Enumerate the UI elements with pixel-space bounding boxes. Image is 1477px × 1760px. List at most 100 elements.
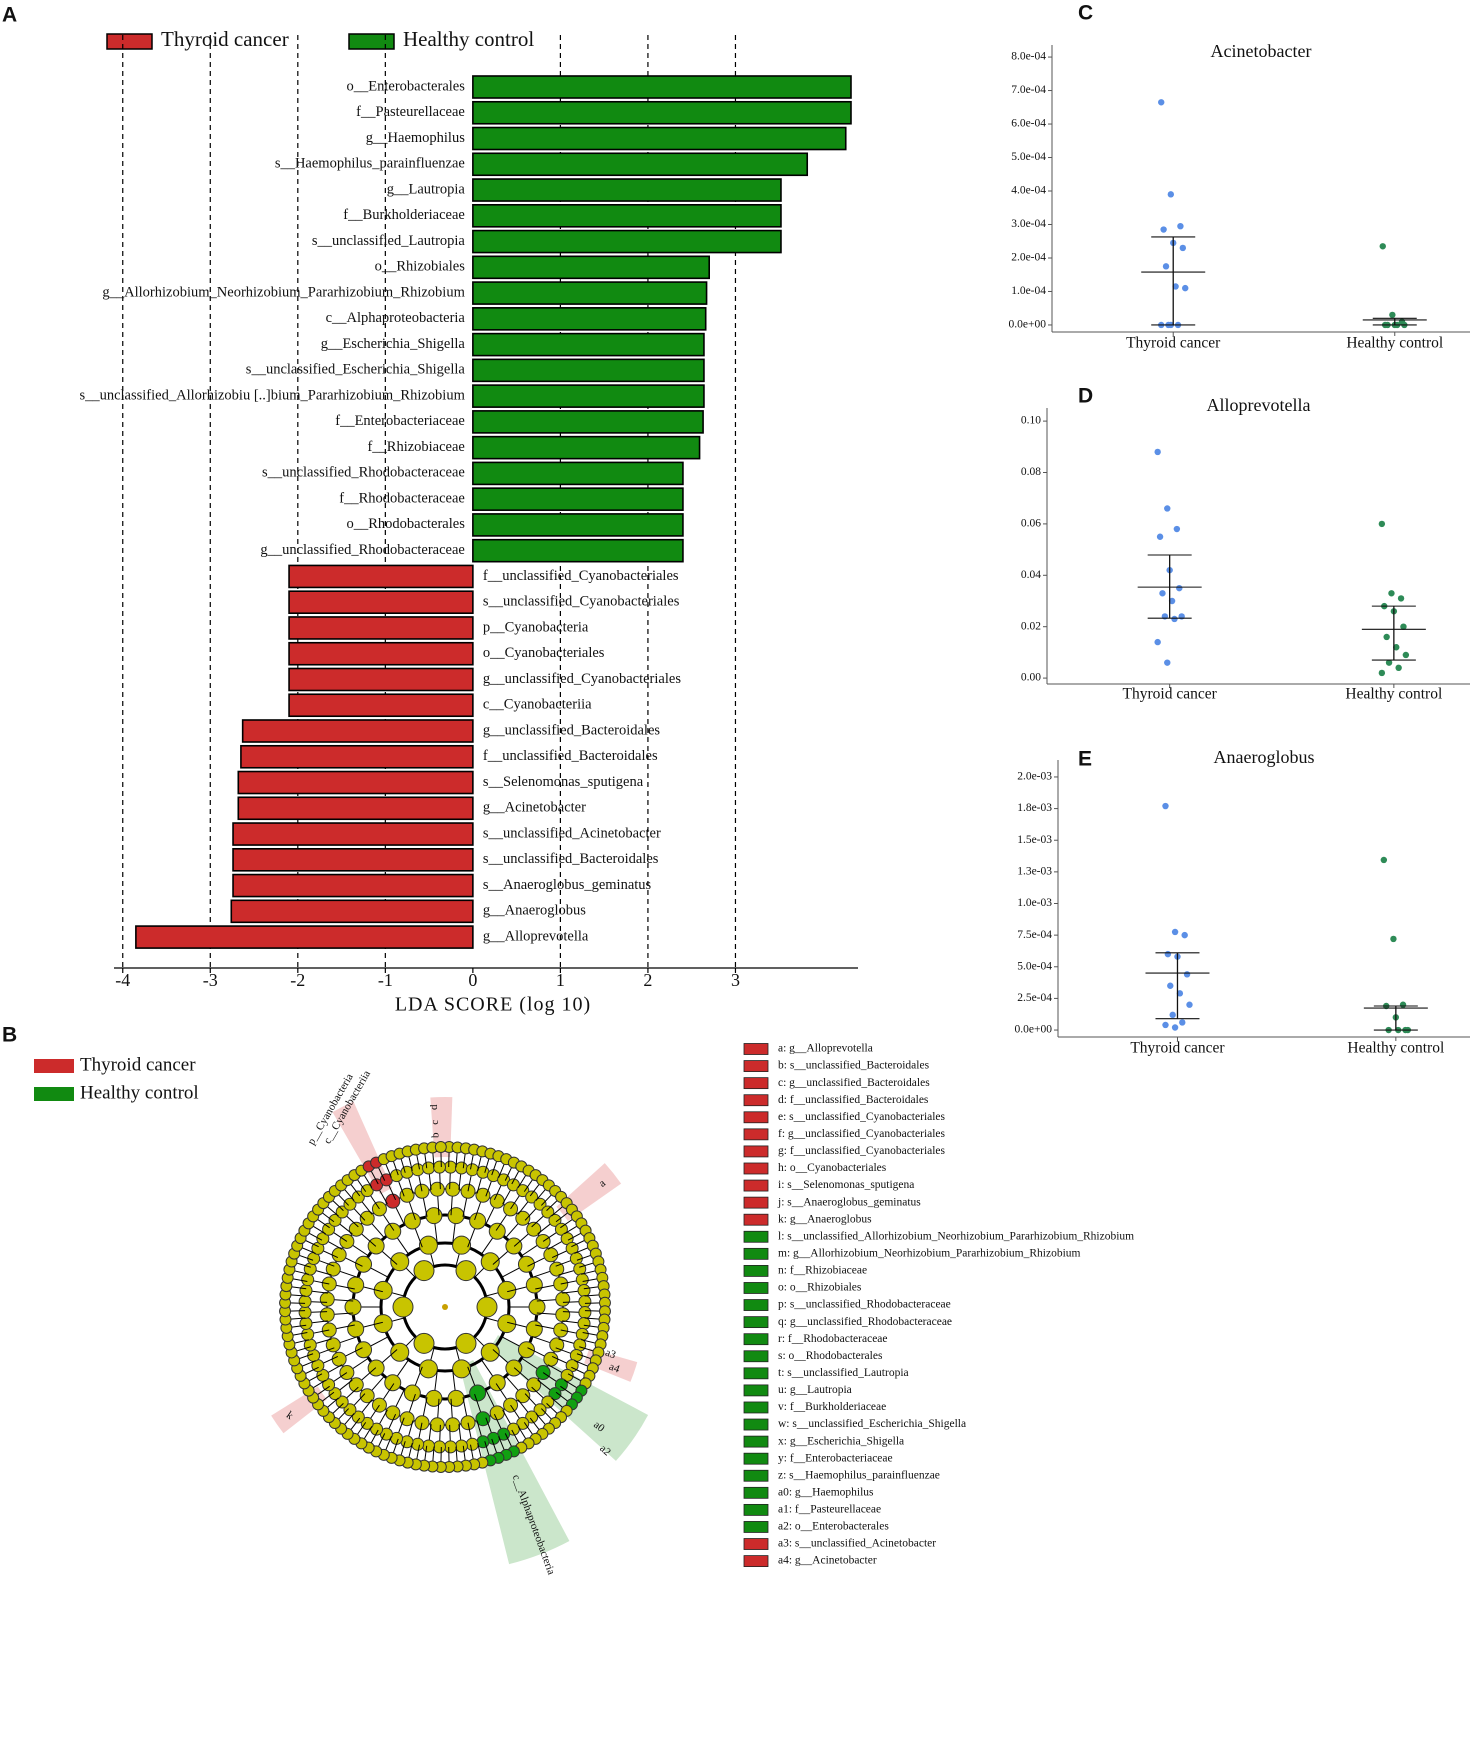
x-tick-label: Healthy control [1347,1040,1444,1057]
legend-swatch [743,1333,769,1346]
node [489,1193,505,1209]
legend-swatch [743,1452,769,1465]
dot [1173,525,1181,533]
node [399,1411,415,1427]
dot [1390,935,1397,943]
node [384,1374,402,1392]
node [347,1320,365,1338]
legend-label: d: f__unclassified_Bacteroidales [778,1094,929,1106]
node [411,1437,425,1451]
dot [1158,99,1165,106]
legend-label: l: s__unclassified_Allorhizobium_Neorhiz… [778,1230,1134,1242]
legend-label: o: o__Rhizobiales [778,1282,862,1294]
node [319,1307,335,1323]
node [548,1213,562,1227]
dot [1167,191,1175,198]
y-tick-label: 7.0e-04 [1011,84,1046,96]
category-label: c__Cyanobacteriia [483,697,592,713]
bar [472,332,705,357]
node [434,1141,447,1154]
y-tick-label: 2.5e-04 [1017,992,1052,1004]
legend-swatch [743,1486,769,1499]
y-tick-label: 0.10 [1021,415,1041,427]
node [418,1359,438,1379]
node [480,1342,500,1362]
legend-swatch [743,1179,769,1192]
y-tick-label: 1.0e-04 [1011,285,1046,297]
legend-swatch [743,1316,769,1329]
category-label: o__Enterobacterales [347,78,466,94]
category-label: s__Selenomonas_sputigena [483,774,644,790]
node [515,1210,531,1226]
y-tick-label: 0.08 [1021,466,1041,478]
node [445,1181,461,1197]
node [475,1187,491,1203]
node [554,1222,568,1236]
dot [1397,595,1405,602]
legend-label: y: f__Enterobacteriaceae [778,1452,893,1464]
clade-highlight [489,1335,649,1461]
clade-label: k [284,1409,296,1422]
node [469,1384,487,1402]
legend-swatch [743,1196,769,1209]
category-label: s__unclassified_Acinetobacter [483,825,661,841]
node [411,1163,425,1177]
x-tick-label: -2 [290,970,305,990]
legend-label: s: o__Rhodobacterales [778,1350,883,1362]
y-tick-label: 3.0e-04 [1011,218,1046,230]
bar [472,204,782,228]
category-label: f__Pasteurellaceae [356,104,465,120]
legend-label: Thyroid cancer [161,27,289,51]
clade-highlight [556,1163,622,1221]
bar [472,75,852,99]
legend-label: c: g__unclassified_Bacteroidales [778,1077,930,1089]
y-tick-label: 0.0e+00 [1009,319,1047,331]
legend-label: q: g__unclassified_Rhodobacteraceae [778,1316,952,1328]
node [525,1320,543,1338]
y-tick-label: 1.0e-03 [1017,897,1052,909]
bar [472,255,710,280]
dot [1389,311,1396,319]
bar [288,590,474,615]
dot [1162,802,1169,810]
category-label: g__Haemophilus [366,130,465,146]
node [385,1193,401,1209]
bar [237,796,474,821]
node [555,1291,571,1307]
y-tick-label: 0.00 [1021,672,1041,684]
legend-label: g: f__unclassified_Cyanobacteriales [778,1145,946,1157]
y-tick-label: 0.02 [1021,620,1041,632]
node [443,1160,457,1174]
node [298,1305,312,1319]
dot [1164,659,1171,666]
category-label: g__Allorhizobium_Neorhizobium_Pararhizob… [102,284,465,300]
legend-label: z: s__Haemophilus_parainfluenzae [778,1469,940,1481]
node [384,1222,402,1240]
node [480,1252,500,1272]
node [577,1284,591,1298]
bar [288,641,474,666]
node [503,1201,519,1217]
node [515,1388,531,1404]
dot [1164,950,1172,958]
node [429,1181,445,1197]
category-label: g__unclassified_Rhodobacteraceae [260,542,465,558]
node [465,1163,479,1177]
y-tick-label: 2.0e-03 [1017,771,1052,783]
legend-label: a4: g__Acinetobacter [778,1555,877,1567]
dot [1171,1024,1179,1031]
chart-title: Anaeroglobus [1214,747,1315,767]
dot [1395,664,1402,672]
y-tick-label: 1.5e-03 [1017,834,1052,846]
legend-swatch [743,1384,769,1397]
node [418,1235,438,1255]
node [455,1260,477,1282]
legend-label: Healthy control [80,1082,199,1103]
node [447,1389,465,1407]
bar [472,281,708,305]
dot [1154,638,1161,646]
clade-label: a4 [607,1361,621,1376]
dot [1385,659,1393,666]
node [319,1291,335,1307]
category-label: f__Rhodobacteraceae [339,490,465,506]
